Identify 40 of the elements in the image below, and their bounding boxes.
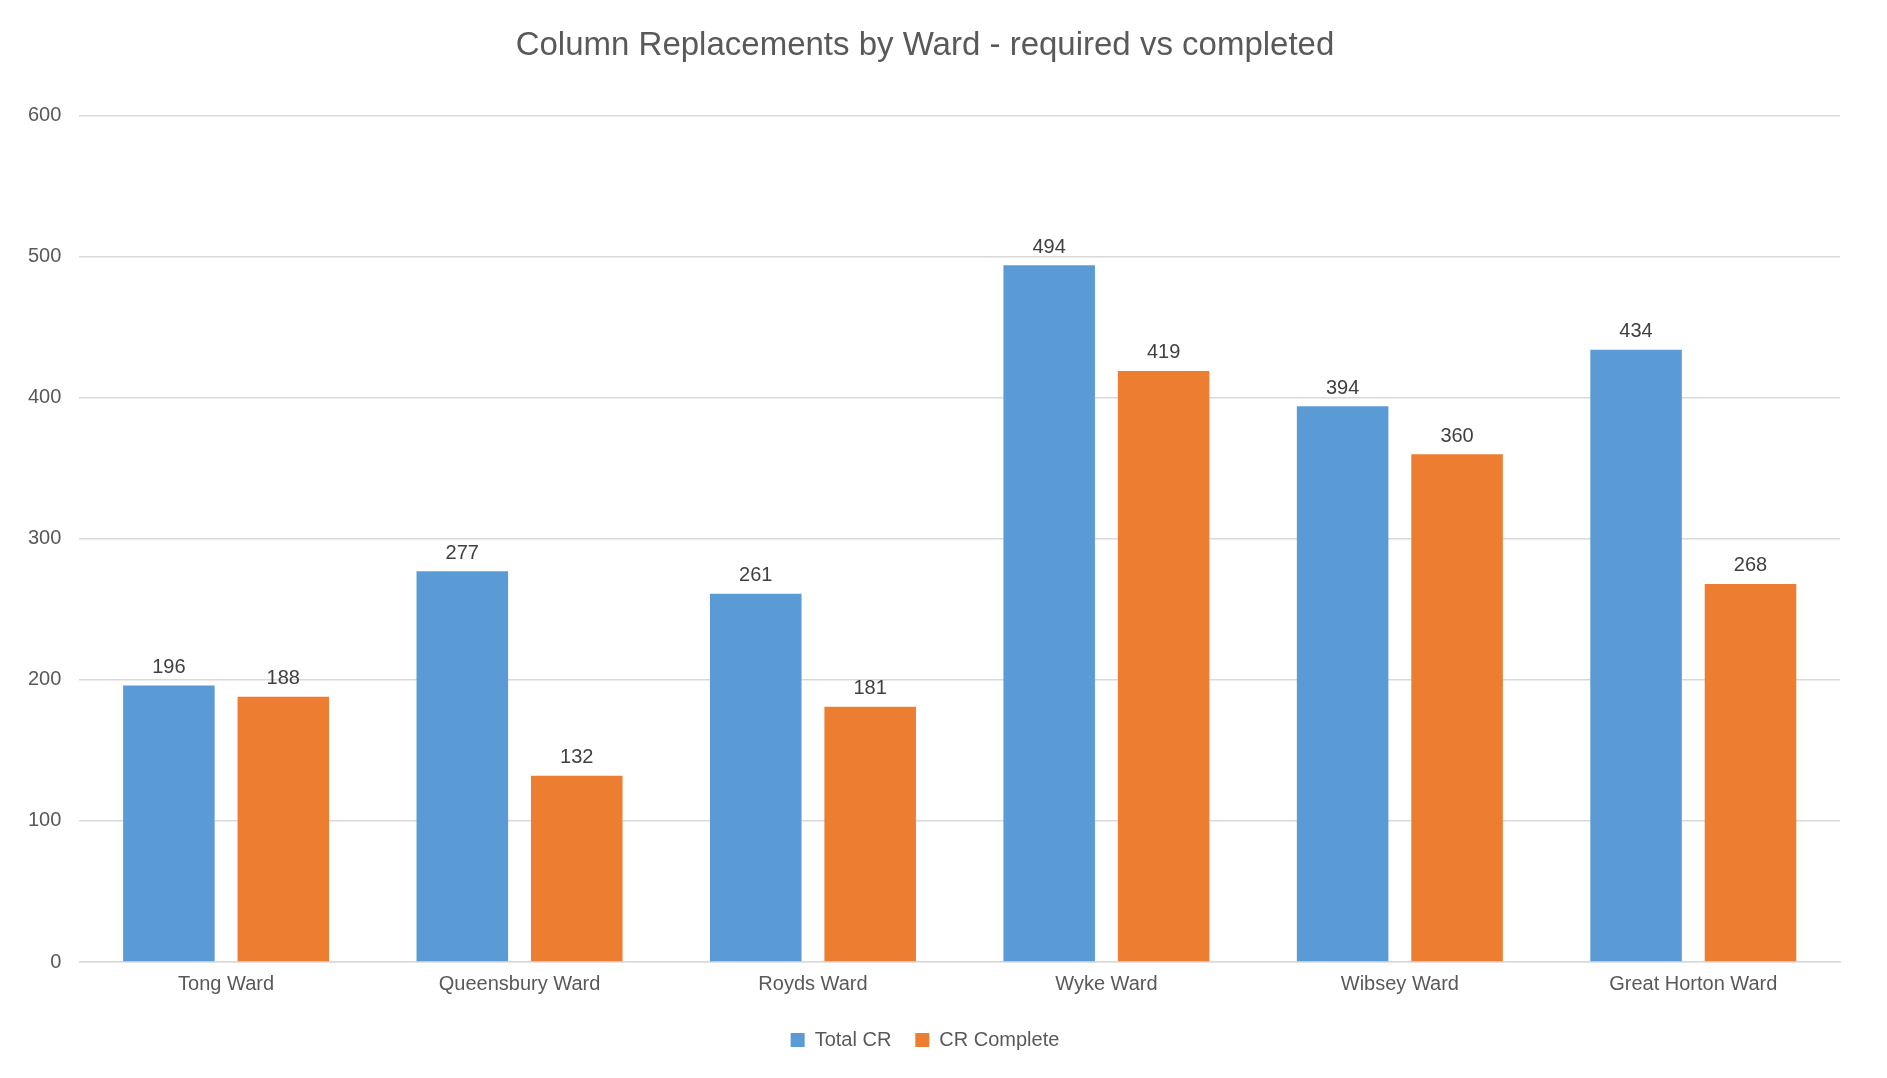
- y-tick-label: 0: [50, 949, 62, 972]
- data-label: 261: [739, 563, 773, 586]
- bar: [530, 775, 623, 962]
- bar: [1296, 406, 1389, 962]
- bar: [1117, 370, 1210, 962]
- data-label: 360: [1440, 423, 1474, 446]
- data-label: 132: [560, 745, 594, 768]
- bar: [1590, 349, 1682, 962]
- x-tick-label: Queensbury Ward: [438, 971, 601, 994]
- bar: [123, 685, 215, 962]
- y-tick-label: 200: [27, 667, 62, 690]
- data-label: 196: [152, 655, 186, 678]
- legend-label: Total CR: [814, 1027, 892, 1050]
- bar: [709, 593, 802, 962]
- legend-label: CR Complete: [939, 1027, 1060, 1050]
- data-label: 277: [445, 540, 479, 563]
- bar: [1003, 265, 1095, 962]
- data-label: 419: [1146, 340, 1181, 363]
- x-tick-label: Wibsey Ward: [1340, 971, 1459, 994]
- bar: [416, 571, 509, 962]
- data-label: 268: [1733, 553, 1768, 576]
- x-tick-label: Wyke Ward: [1055, 971, 1158, 994]
- data-label: 188: [266, 666, 300, 689]
- y-tick-label: 100: [27, 808, 62, 831]
- x-tick-label: Tong Ward: [178, 971, 275, 994]
- data-label: 434: [1619, 319, 1653, 342]
- bar: [1704, 583, 1797, 962]
- y-tick-label: 300: [27, 526, 62, 549]
- x-tick-label: Royds Ward: [758, 971, 868, 994]
- data-label: 394: [1325, 375, 1360, 398]
- data-label: 181: [853, 676, 887, 699]
- y-tick-label: 600: [27, 103, 62, 126]
- bar: [237, 696, 330, 962]
- chart-title: Column Replacements by Ward - required vs completed: [515, 24, 1335, 62]
- data-label: 494: [1032, 234, 1066, 257]
- y-tick-label: 500: [27, 244, 62, 267]
- y-tick-label: 400: [27, 385, 62, 408]
- bar: [1411, 454, 1503, 962]
- x-tick-label: Great Horton Ward: [1609, 971, 1778, 994]
- bar: [824, 706, 916, 962]
